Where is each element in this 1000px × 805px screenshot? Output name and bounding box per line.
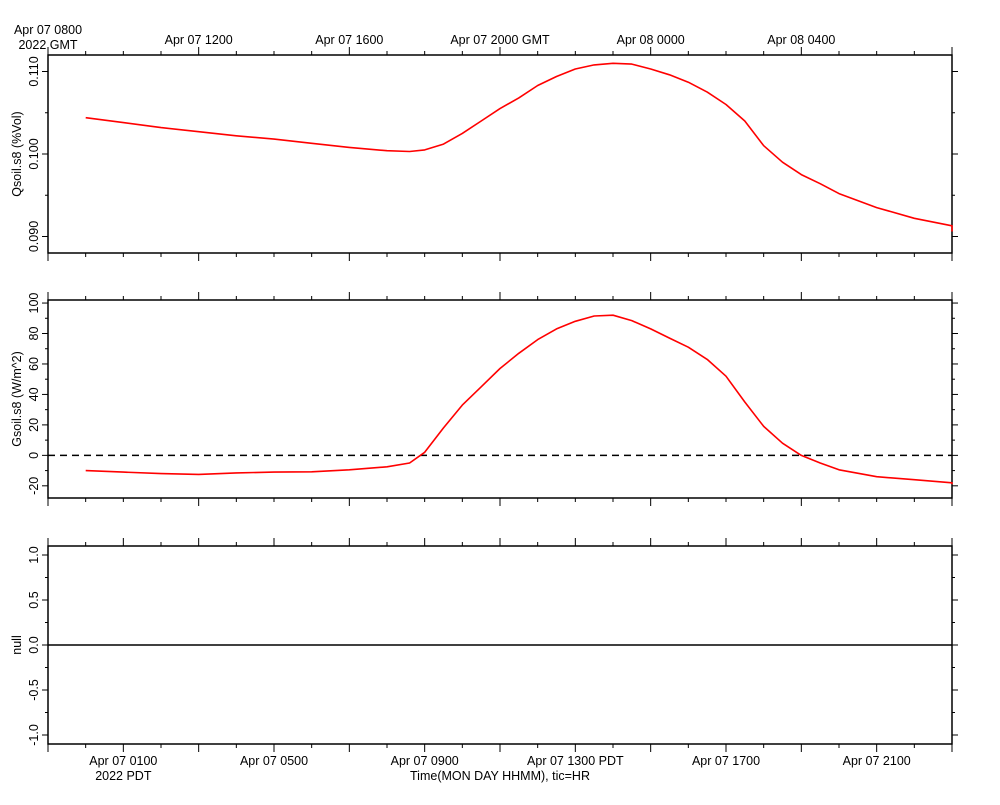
x-tick-label-gmt: Apr 07 0800: [14, 23, 82, 37]
x-tick-label-pdt: Apr 07 0100: [89, 754, 157, 768]
y-tick-label-p2: 60: [27, 357, 41, 371]
x-tick-label-pdt: Apr 07 0900: [391, 754, 459, 768]
y-tick-label-p2: 100: [27, 293, 41, 314]
y-tick-label-p2: 20: [27, 418, 41, 432]
x-tick-label-pdt: Apr 07 1700: [692, 754, 760, 768]
y-tick-label-p3: 0.5: [27, 591, 41, 608]
x-tick-label-pdt-year: 2022 PDT: [95, 769, 152, 783]
y-tick-label-p2: 80: [27, 327, 41, 341]
series-line-p2-1: [85, 314, 953, 485]
panel-2-frame: [47, 299, 953, 499]
panel-1-frame: [47, 54, 953, 254]
x-tick-label-gmt: Apr 08 0400: [767, 33, 835, 47]
x-tick-label-gmt: Apr 08 0000: [617, 33, 685, 47]
y-tick-label-p3: -1.0: [27, 724, 41, 746]
y-tick-label-p1: 0.110: [27, 56, 41, 86]
x-tick-label-pdt: Apr 07 0500: [240, 754, 308, 768]
x-tick-label-gmt-year: 2022 GMT: [18, 38, 77, 52]
y-tick-label-p3: -0.5: [27, 679, 41, 701]
x-tick-label-gmt: Apr 07 1600: [315, 33, 383, 47]
x-tick-label-gmt: Apr 07 2000 GMT: [450, 33, 550, 47]
y-tick-label-p1: 0.100: [27, 138, 41, 169]
chart-marks: 0.090 0.100 0.110 -20 0 20 40 60 80 100 -1.0 -0.5 0.…: [14, 23, 958, 783]
panel-2-ylabel: Gsoil.s8 (W/m^2): [10, 351, 24, 446]
x-tick-label-pdt: Apr 07 1300 PDT: [527, 754, 624, 768]
y-tick-label-p2: -20: [27, 477, 41, 495]
y-tick-label-p2: 0: [27, 452, 41, 459]
series-line-p1-1: [85, 62, 953, 232]
panel-3-ylabel: null: [10, 635, 24, 654]
x-axis-title: Time(MON DAY HHMM), tic=HR: [410, 769, 590, 783]
y-tick-label-p3: 1.0: [27, 546, 41, 563]
panel-1-ylabel: Qsoil.s8 (%Vol): [10, 111, 24, 196]
y-tick-label-p1: 0.090: [27, 221, 41, 252]
y-tick-label-p3: 0.0: [27, 636, 41, 653]
x-tick-label-gmt: Apr 07 1200: [165, 33, 233, 47]
y-tick-label-p2: 40: [27, 387, 41, 401]
x-tick-label-pdt: Apr 07 2100: [843, 754, 911, 768]
